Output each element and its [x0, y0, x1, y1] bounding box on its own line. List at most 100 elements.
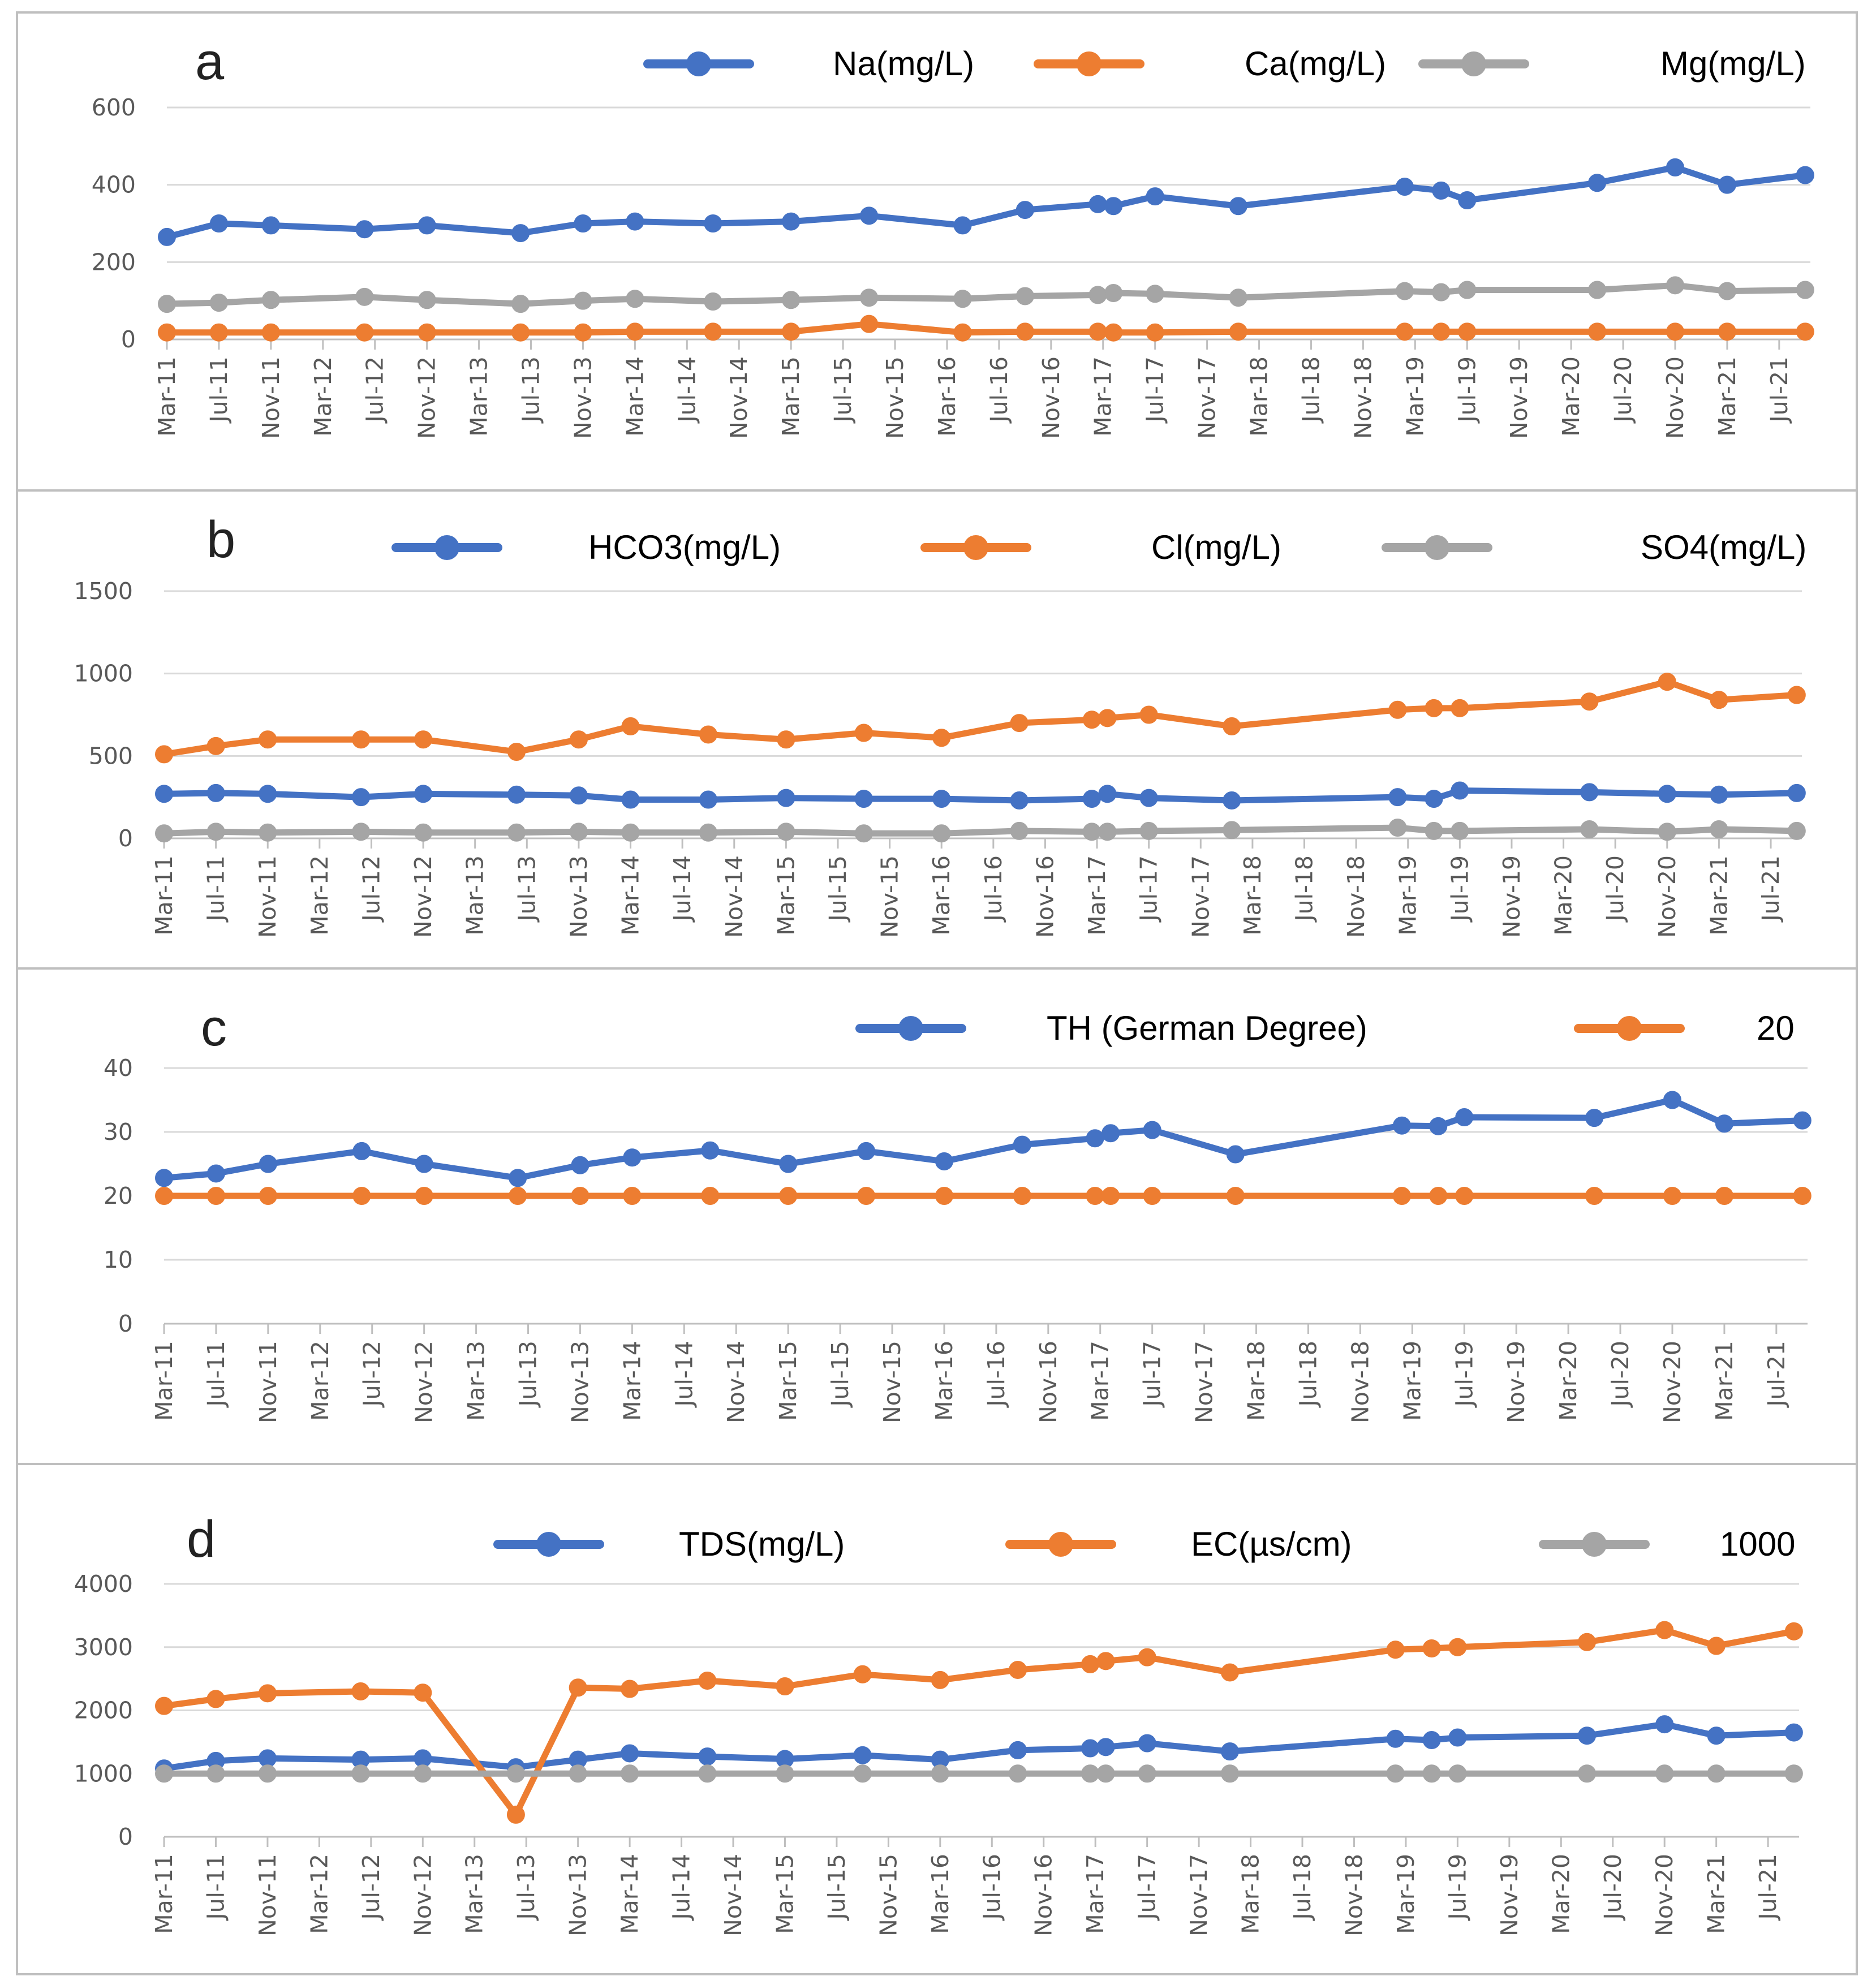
data-point — [506, 1764, 525, 1783]
data-point — [1229, 289, 1247, 307]
data-point — [1655, 1715, 1674, 1734]
data-point — [155, 745, 173, 764]
data-point — [1096, 1764, 1115, 1783]
x-tick-label: Jul-19 — [1446, 855, 1473, 923]
legend-label: Mg(mg/L) — [1660, 45, 1806, 83]
x-tick-label: Mar-17 — [1083, 855, 1111, 936]
legend-marker-gray — [1461, 51, 1486, 76]
data-point — [1016, 287, 1034, 305]
y-tick-label: 1500 — [74, 578, 133, 605]
data-point — [1425, 790, 1443, 808]
data-point — [1395, 322, 1414, 341]
data-point — [569, 786, 588, 805]
data-point — [206, 783, 225, 802]
data-point — [509, 1187, 527, 1205]
data-point — [1139, 789, 1158, 807]
data-point — [935, 1187, 953, 1205]
data-point — [1386, 1729, 1405, 1748]
data-point — [1658, 673, 1676, 691]
panel-letter: d — [187, 1510, 216, 1568]
x-tick-label: Nov-16 — [1031, 855, 1059, 938]
data-point — [1793, 1187, 1812, 1205]
data-point — [932, 824, 951, 843]
x-tick-label: Nov-16 — [1038, 356, 1065, 439]
data-point — [953, 216, 972, 235]
data-point — [698, 1747, 717, 1766]
x-tick-label: Mar-19 — [1395, 855, 1422, 936]
x-tick-label: Jul-14 — [669, 855, 696, 923]
data-point — [777, 730, 795, 749]
data-point — [776, 1764, 794, 1783]
x-tick-label: Mar-14 — [621, 356, 648, 437]
data-point — [209, 214, 228, 232]
series-line-orange — [161, 1627, 1797, 1818]
data-point — [1784, 1723, 1803, 1742]
data-point — [1666, 158, 1684, 176]
y-tick-label: 40 — [104, 1054, 133, 1082]
x-tick-label: Mar-20 — [1547, 1854, 1574, 1934]
data-point — [1451, 699, 1469, 717]
x-tick-label: Mar-16 — [927, 1854, 954, 1934]
data-point — [1710, 820, 1728, 838]
data-point — [259, 1155, 277, 1173]
data-point — [155, 1764, 173, 1783]
x-tick-label: Nov-15 — [876, 855, 903, 938]
panel-letter: c — [201, 999, 227, 1057]
panel-d: d 0 1000 2000 3000 4000 Mar-11 Jul-11 Nov-11 Mar-… — [74, 1510, 1803, 1936]
x-tick-label: Jul-16 — [983, 1341, 1010, 1408]
x-tick-label: Mar-21 — [1714, 356, 1741, 437]
x-tick-label: Mar-14 — [617, 855, 644, 936]
x-tick-label: Jul-20 — [1602, 855, 1629, 923]
data-point — [704, 322, 722, 341]
data-point — [414, 1749, 432, 1768]
data-point — [953, 290, 972, 308]
y-tick-label: 1000 — [74, 660, 133, 687]
data-point — [1707, 1726, 1726, 1745]
data-point — [1223, 821, 1241, 839]
data-point — [1086, 1129, 1104, 1148]
data-point — [415, 1187, 433, 1205]
data-point — [704, 214, 722, 232]
data-point — [699, 790, 717, 809]
data-point — [1707, 1637, 1726, 1655]
data-point — [1455, 1187, 1474, 1205]
data-point — [854, 824, 873, 843]
x-tick-label: Nov-14 — [722, 1341, 750, 1423]
data-point — [209, 294, 228, 312]
data-point — [931, 1670, 949, 1689]
x-tick-label: Nov-18 — [1346, 1341, 1374, 1423]
x-tick-label: Jul-20 — [1607, 1341, 1634, 1408]
data-point — [782, 212, 801, 231]
x-tick-label: Jul-12 — [362, 356, 389, 424]
x-tick-label: Mar-12 — [306, 1854, 333, 1934]
data-point — [1009, 1764, 1027, 1783]
data-point — [1451, 821, 1469, 840]
data-point — [1588, 281, 1607, 299]
x-tick-label: Nov-12 — [411, 1341, 438, 1423]
y-tick-label: 20 — [104, 1182, 133, 1209]
x-tick-label: Jul-12 — [358, 1854, 385, 1921]
data-point — [1655, 1621, 1674, 1639]
x-tick-label: Jul-18 — [1291, 855, 1318, 923]
data-point — [1386, 1764, 1405, 1783]
data-point — [1451, 781, 1469, 800]
x-tick-label: Jul-14 — [670, 1341, 698, 1408]
x-tick-label: Mar-15 — [775, 1341, 802, 1421]
data-point — [259, 1187, 277, 1205]
x-tick-label: Nov-19 — [1498, 855, 1525, 938]
x-tick-label: Jul-19 — [1451, 1341, 1478, 1408]
legend-marker-orange — [1617, 1016, 1642, 1041]
data-point — [853, 1665, 872, 1683]
data-point — [1588, 174, 1607, 192]
data-point — [158, 227, 176, 246]
data-point — [574, 291, 592, 310]
data-point — [1422, 1639, 1441, 1657]
legend-marker-orange — [963, 535, 988, 560]
x-tick-label: Jul-14 — [668, 1854, 695, 1921]
data-point — [932, 729, 951, 747]
data-point — [1666, 276, 1684, 295]
data-point — [623, 1148, 642, 1167]
legend-label: HCO3(mg/L) — [588, 528, 781, 566]
legend-marker-blue — [536, 1532, 561, 1557]
